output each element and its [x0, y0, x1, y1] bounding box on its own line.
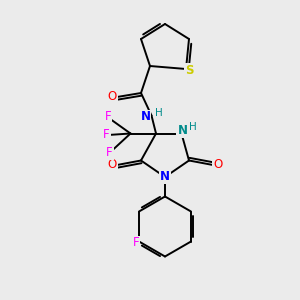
Text: O: O — [108, 158, 117, 172]
Text: O: O — [108, 89, 117, 103]
Text: N: N — [177, 124, 188, 137]
Text: F: F — [133, 236, 139, 250]
Text: F: F — [105, 110, 111, 124]
Text: N: N — [160, 170, 170, 183]
Text: S: S — [185, 64, 193, 77]
Text: O: O — [213, 158, 222, 172]
Text: F: F — [106, 146, 113, 160]
Text: F: F — [103, 128, 110, 142]
Text: H: H — [189, 122, 196, 133]
Text: N: N — [140, 110, 151, 124]
Text: H: H — [155, 107, 163, 118]
